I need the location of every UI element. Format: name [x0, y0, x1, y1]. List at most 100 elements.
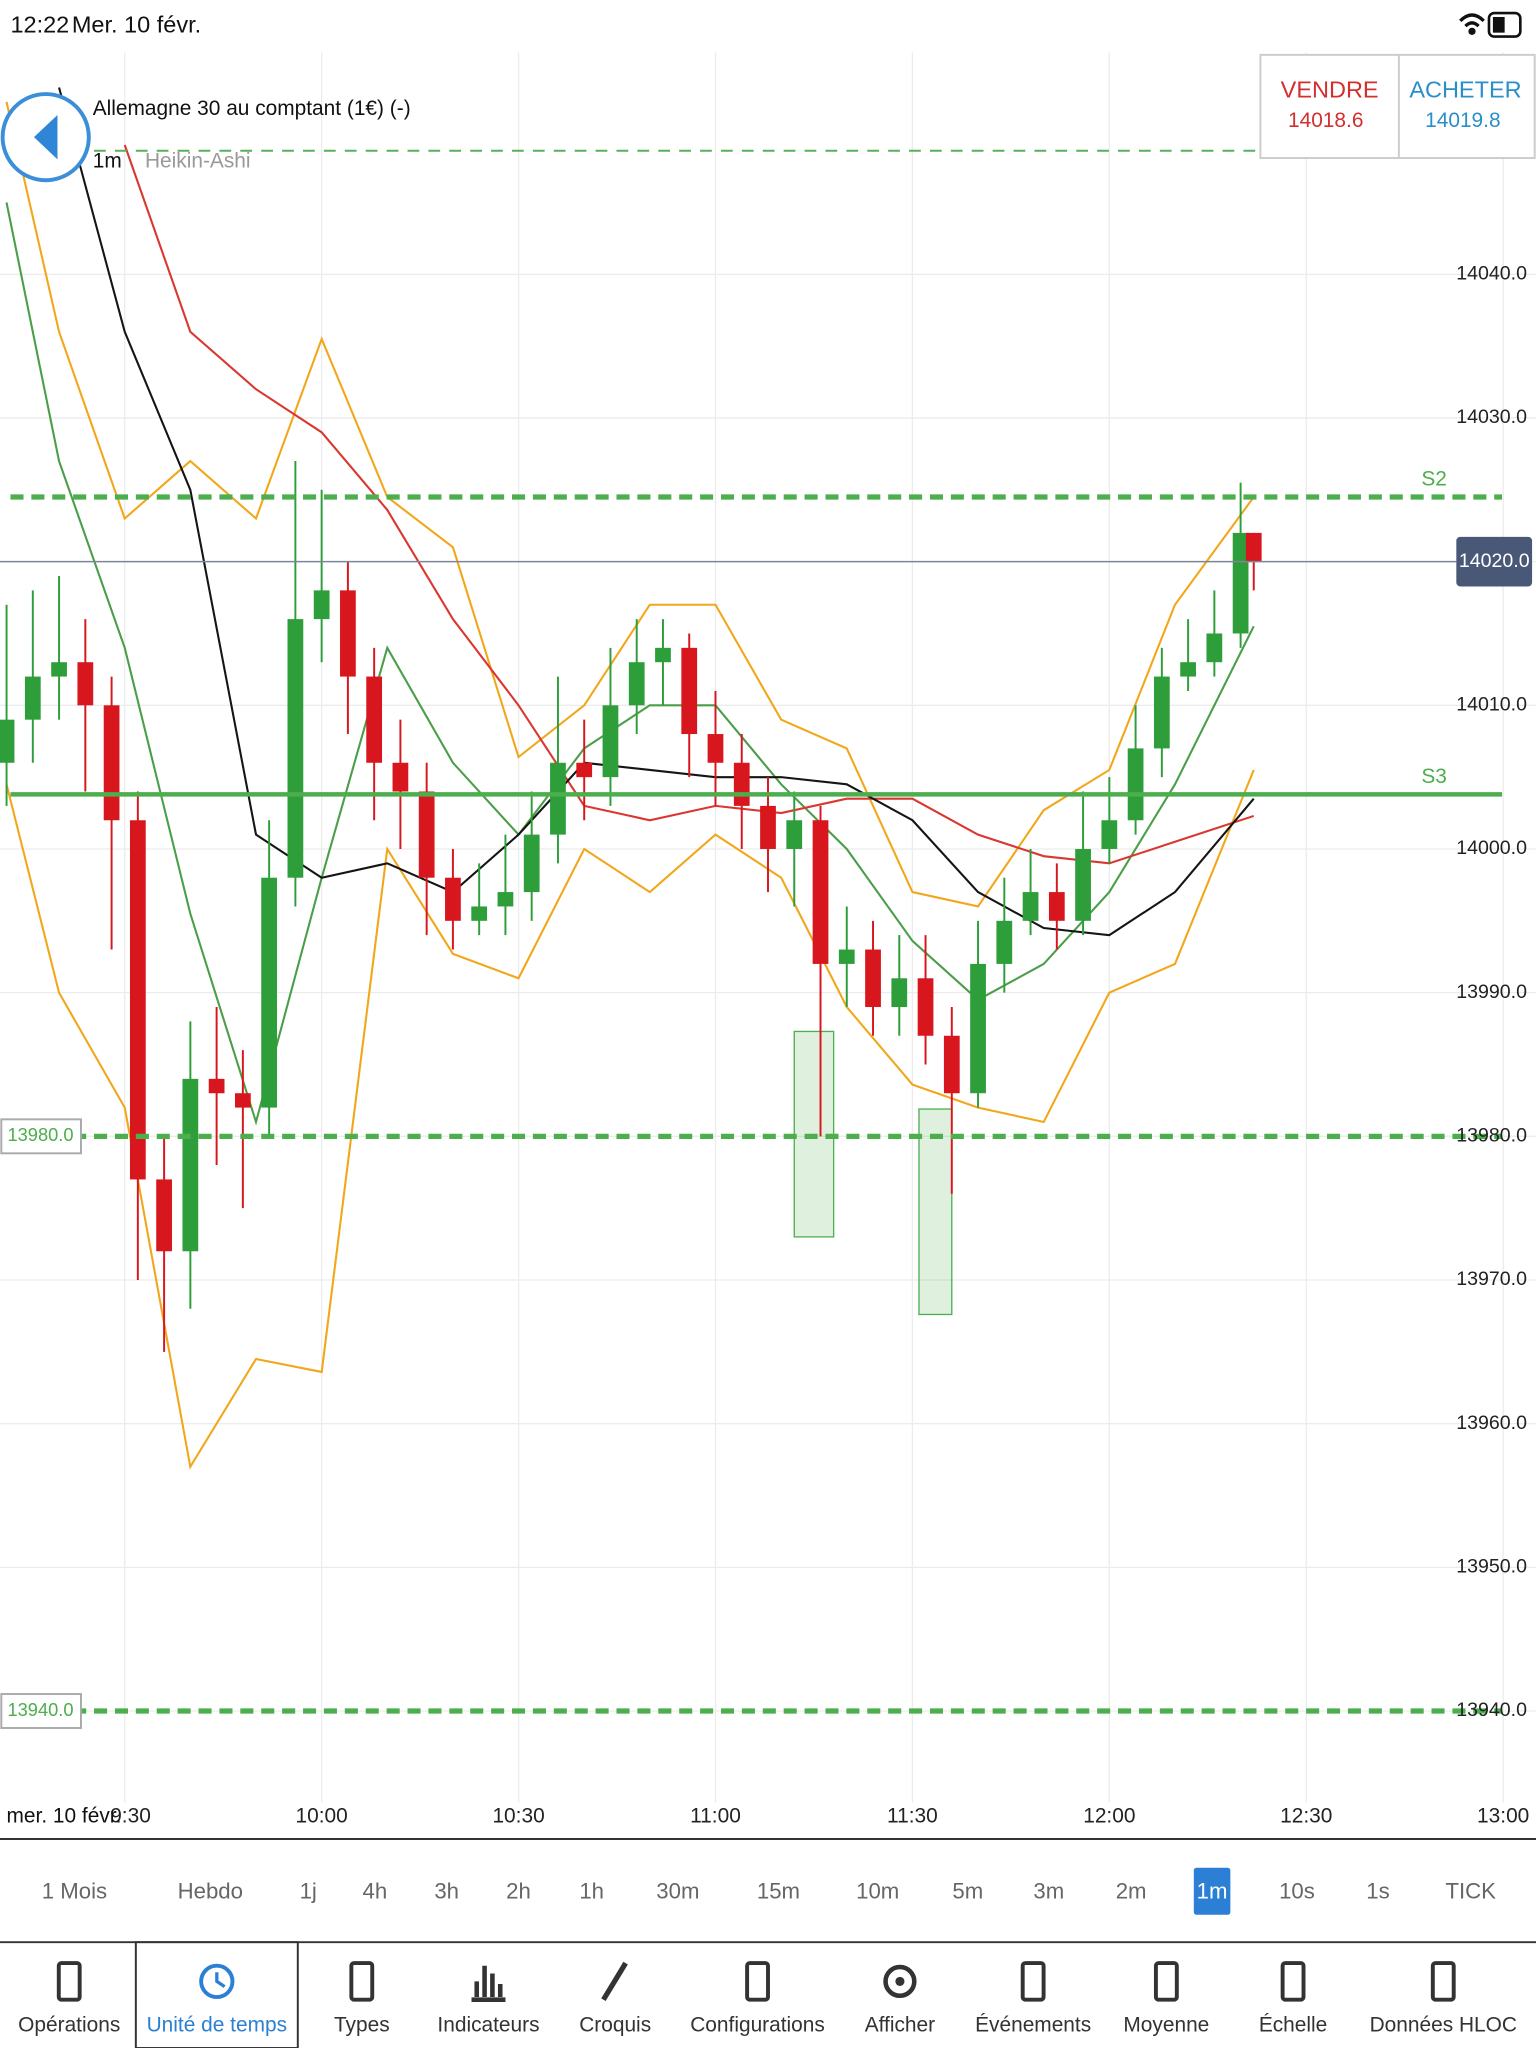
- buy-label[interactable]: ACHETER: [1409, 77, 1521, 103]
- toolbar-icon: [471, 1965, 506, 2002]
- candle-body: [1075, 848, 1091, 921]
- candle-body: [392, 762, 409, 792]
- x-date-label: mer. 10 févr.: [7, 1804, 122, 1827]
- candle-body: [576, 762, 593, 778]
- x-tick-label: 12:30: [1280, 1804, 1332, 1827]
- timeframe-option[interactable]: 10m: [856, 1878, 899, 1903]
- candle-body: [1245, 532, 1262, 562]
- timeframe-option[interactable]: 1h: [579, 1878, 604, 1903]
- toolbar-label[interactable]: Configurations: [690, 2013, 825, 2036]
- toolbar-icon: [1153, 1961, 1179, 2002]
- candle-body: [261, 877, 278, 1108]
- x-tick-label: 12:00: [1083, 1804, 1135, 1827]
- candle-body: [838, 949, 855, 964]
- candle-body: [0, 719, 15, 763]
- toolbar-label[interactable]: Types: [334, 2013, 390, 2036]
- candle-body: [182, 1078, 199, 1252]
- timeframe-option[interactable]: 3m: [1033, 1878, 1064, 1903]
- timeframe-option[interactable]: 30m: [656, 1878, 699, 1903]
- candle-body: [234, 1093, 251, 1108]
- timeframe-option[interactable]: Hebdo: [178, 1878, 243, 1903]
- sell-label[interactable]: VENDRE: [1281, 77, 1379, 103]
- buy-price[interactable]: 14019.8: [1425, 109, 1500, 132]
- candle-body: [655, 647, 671, 663]
- timeframe-option[interactable]: 10s: [1279, 1878, 1315, 1903]
- candle-body: [497, 892, 514, 907]
- candle-body: [340, 590, 356, 677]
- y-tick-label: 13990.0: [1456, 981, 1527, 1003]
- candle-body: [366, 676, 383, 763]
- zone: [918, 1108, 953, 1316]
- candle-body: [418, 791, 435, 878]
- candle-body: [313, 590, 330, 620]
- toolbar-label[interactable]: Afficher: [865, 2013, 935, 2036]
- timeframe-option[interactable]: 5m: [952, 1878, 983, 1903]
- toolbar: Opérations Unité de temps Types Indicateurs…: [18, 1941, 1517, 2048]
- candle-body: [103, 705, 120, 821]
- x-tick-label: 09:30: [99, 1804, 151, 1827]
- y-tick-label: 13950.0: [1456, 1556, 1527, 1578]
- candle-body: [1180, 662, 1196, 677]
- indicator-line: [5, 769, 1255, 1470]
- candle-body: [1048, 892, 1065, 921]
- candle-body: [943, 1035, 960, 1094]
- toolbar-label[interactable]: Opérations: [18, 2013, 120, 2036]
- toolbar-label[interactable]: Croquis: [579, 2013, 651, 2036]
- candle-body: [681, 647, 698, 735]
- y-tick-label: 13980.0: [1456, 1124, 1527, 1146]
- timeframe-option[interactable]: 1j: [300, 1878, 317, 1903]
- candle-body: [917, 978, 934, 1036]
- toolbar-icon: [883, 1964, 917, 1999]
- timeframe-option[interactable]: 1m: [1197, 1878, 1228, 1903]
- candle-body: [471, 906, 488, 921]
- toolbar-label[interactable]: Événements: [975, 2013, 1091, 2036]
- toolbar-icon: [199, 1963, 235, 2000]
- overlay: 12:22 Mer. 10 févr. Allemagne 30 au comp…: [0, 11, 1536, 1944]
- candle-body: [287, 619, 304, 878]
- status-time: 12:22: [10, 11, 69, 37]
- candle-body: [523, 834, 540, 893]
- candle-body: [1127, 748, 1144, 821]
- toolbar-label[interactable]: Données HLOC: [1370, 2013, 1517, 2036]
- toolbar-icon: [1280, 1961, 1306, 2002]
- candle-body: [865, 949, 881, 1008]
- y-tick-label: 13960.0: [1456, 1412, 1527, 1434]
- y-tick-label: 14000.0: [1456, 837, 1527, 859]
- timeframe-option[interactable]: 3h: [434, 1878, 459, 1903]
- candle-body: [77, 662, 94, 706]
- timeframe-option[interactable]: 1 Mois: [42, 1878, 107, 1903]
- toolbar-label[interactable]: Moyenne: [1123, 2013, 1209, 2036]
- timeframe-option[interactable]: 1s: [1366, 1878, 1389, 1903]
- timeframe-option[interactable]: TICK: [1445, 1878, 1496, 1903]
- timeframe-option[interactable]: 2m: [1116, 1878, 1147, 1903]
- back-button[interactable]: [0, 92, 91, 183]
- x-tick-label: 10:30: [492, 1804, 544, 1827]
- y-tick-label: 13970.0: [1456, 1268, 1527, 1290]
- sell-price[interactable]: 14018.6: [1288, 109, 1363, 132]
- toolbar-label[interactable]: Échelle: [1259, 2013, 1327, 2036]
- toolbar-icon: [349, 1961, 375, 2002]
- indicator-line: [5, 101, 1255, 908]
- toolbar-label[interactable]: Unité de temps: [147, 2013, 287, 2036]
- candle-body: [445, 877, 461, 921]
- timeframe-selected-bg: [1193, 1867, 1231, 1915]
- candle-body: [1153, 676, 1170, 749]
- x-tick-label: 10:00: [296, 1804, 348, 1827]
- candle-body: [129, 820, 146, 1180]
- candle-body: [51, 662, 67, 677]
- candle-body: [786, 820, 803, 849]
- timeframe-option[interactable]: 4h: [363, 1878, 388, 1903]
- last-price-label: 14020.0: [1459, 550, 1530, 572]
- timeframe-option[interactable]: 2h: [506, 1878, 531, 1903]
- timeframe-option[interactable]: 15m: [757, 1878, 800, 1903]
- candle-body: [550, 762, 566, 835]
- timeframe-bar: 1 Mois Hebdo 1j 4h 3h 2h 1h 30m 15m 10m 5m 3m 2m 1m 10…: [42, 1867, 1496, 1915]
- status-date: Mer. 10 févr.: [72, 11, 201, 37]
- toolbar-label[interactable]: Indicateurs: [437, 2013, 539, 2036]
- indicator-line: [123, 144, 1255, 865]
- level-label: 13980.0: [7, 1124, 73, 1145]
- candle-body: [208, 1078, 225, 1094]
- candle-body: [970, 963, 986, 1094]
- quote-panel: [1259, 53, 1536, 160]
